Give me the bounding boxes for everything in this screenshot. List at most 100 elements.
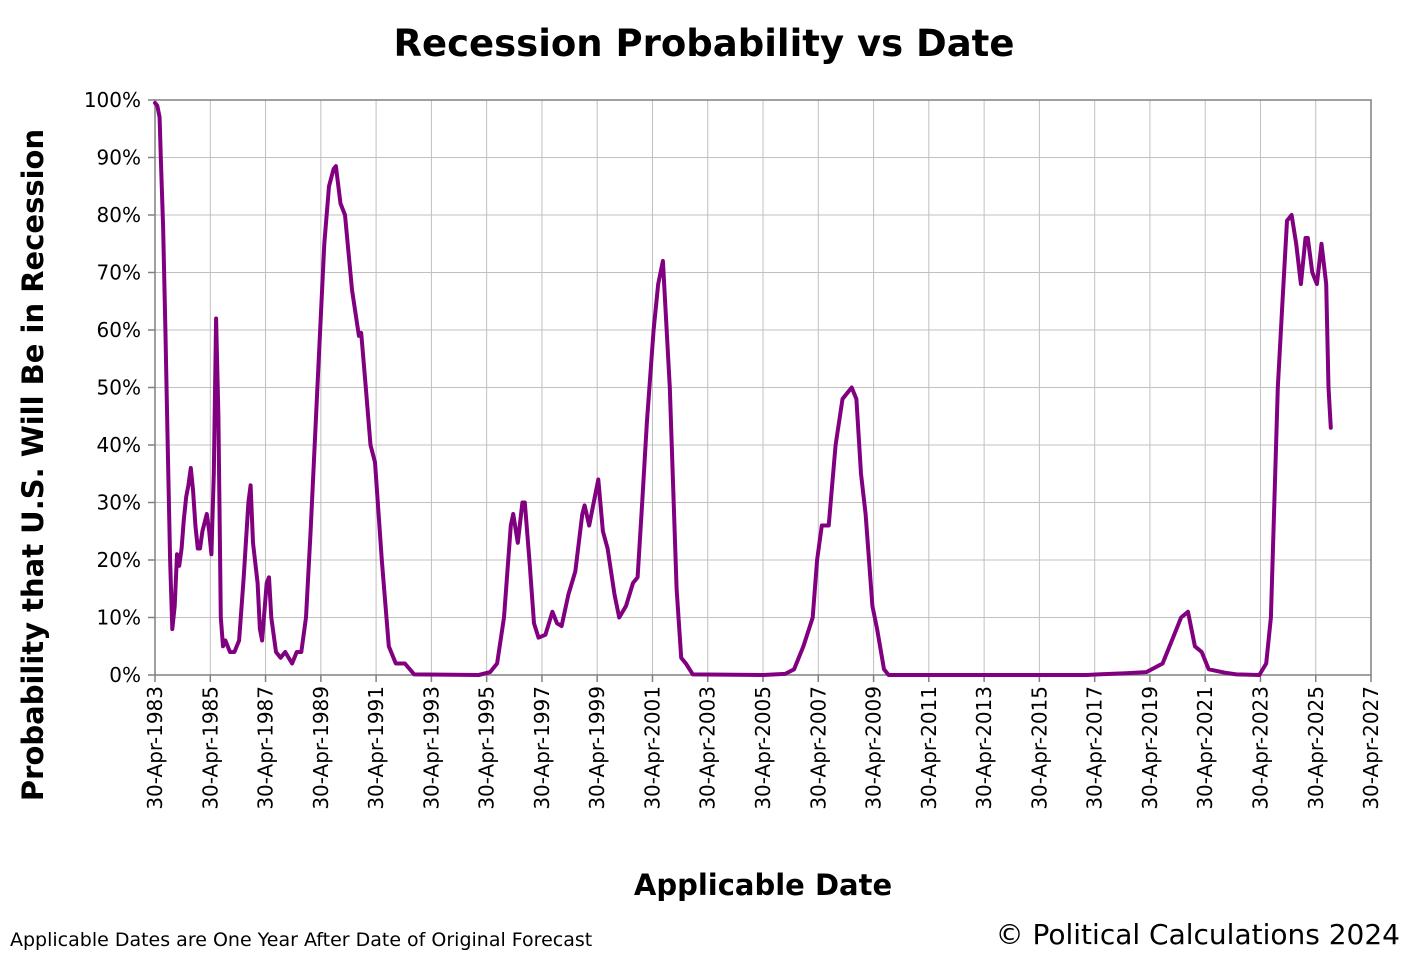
y-tick-label: 70% [97,261,141,285]
data-point [477,674,480,676]
data-point [1207,668,1210,671]
data-point [388,645,390,648]
data-point [864,513,867,515]
data-point [222,645,224,648]
data-point [158,116,161,119]
data-point [160,156,162,159]
data-point [252,542,254,544]
data-point [335,165,337,167]
data-point [669,386,671,389]
chart-title: Recession Probability vs Date [393,22,1015,65]
data-point [1316,283,1318,285]
data-point [692,673,694,676]
x-tick-label: 30-Apr-1983 [143,686,167,810]
data-point [381,559,383,561]
data-point [1258,674,1261,676]
data-point [850,386,853,389]
data-point [883,668,885,671]
x-tick-label: 30-Apr-2017 [1083,686,1107,810]
series-layer [153,100,1333,677]
data-point [646,421,648,423]
x-tick-label: 30-Apr-1993 [419,686,443,810]
data-point [574,570,577,573]
data-point [802,645,805,648]
data-point [164,329,167,331]
data-point [316,386,319,389]
data-point [652,329,655,331]
data-point [156,105,159,107]
y-axis-label: Probability that U.S. Will Be in Recessi… [16,128,50,802]
data-point [192,490,194,492]
data-point [190,467,192,469]
data-point [1224,671,1226,674]
data-point [1330,427,1332,429]
data-point [685,662,687,665]
y-tick-label: 0% [109,663,141,687]
x-tick-label: 30-Apr-1999 [585,686,609,810]
data-point [876,628,878,630]
data-point [309,530,312,533]
data-point [305,616,307,619]
data-point [208,530,210,533]
data-point [256,582,259,584]
y-axis-ticks: 0% 10% 20% 30% 40% 50% 60% 70% 80% 90% 100% [84,88,155,687]
data-point [657,283,659,285]
data-point [173,605,176,607]
x-tick-label: 30-Apr-2005 [751,686,775,810]
data-point [291,662,293,665]
x-tick-label: 30-Apr-1987 [254,686,278,810]
data-point [675,588,678,590]
data-point [537,636,540,639]
data-point [178,565,180,567]
x-tick-label: 30-Apr-2013 [972,686,996,810]
data-point [887,674,890,676]
data-point [166,444,169,446]
data-point [201,530,204,533]
data-point [206,513,208,515]
data-point [602,530,604,533]
data-point [524,501,526,504]
data-point [1085,674,1088,676]
data-point [169,559,171,561]
y-tick-label: 80% [97,203,141,227]
data-point [210,553,213,556]
data-point [762,674,764,676]
data-point [1300,283,1302,285]
data-point [1180,616,1182,619]
data-point [323,243,326,245]
data-point [351,289,353,291]
data-point [517,542,519,544]
data-point [581,513,584,515]
data-point [827,524,830,527]
data-point [834,444,837,446]
data-point [404,662,406,665]
data-point [358,335,360,337]
footnote: Applicable Dates are One Year After Date… [10,929,593,951]
data-point [784,673,786,675]
data-point [332,168,335,170]
data-point [632,582,634,584]
data-point [279,657,282,659]
data-point [1200,651,1203,653]
data-point [295,651,298,653]
x-tick-label: 30-Apr-2019 [1138,686,1162,810]
data-point [613,593,616,596]
data-point [544,634,547,636]
data-point [1327,386,1330,389]
data-point [1320,243,1323,245]
data-point [365,386,367,389]
data-point [1145,671,1148,673]
data-point [816,559,818,561]
data-point [680,657,682,659]
data-point [855,398,858,400]
data-point [259,628,261,630]
data-point [583,504,586,507]
data-point [369,444,372,446]
x-tick-label: 30-Apr-1991 [364,686,388,810]
data-point [268,576,270,579]
data-point [328,185,330,188]
x-tick-label: 30-Apr-1997 [530,686,554,810]
data-point [374,461,376,464]
x-tick-label: 30-Apr-2001 [640,686,664,810]
data-point [265,582,268,584]
